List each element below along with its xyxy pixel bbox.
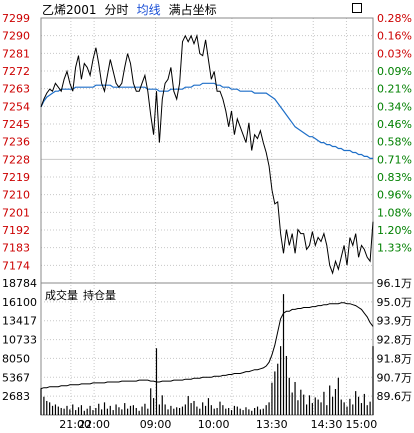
open-interest-tick-label: 91.8万: [377, 352, 413, 365]
percent-tick-label: 0.28%: [377, 12, 412, 25]
time-tick-label: 22:00: [78, 418, 110, 431]
percent-tick-label: 0.16%: [377, 30, 412, 43]
volume-tick-label: 13417: [2, 315, 37, 328]
time-tick-label: 14:30: [311, 418, 343, 431]
price-tick-label: 7272: [2, 65, 30, 78]
time-tick-label: 09:00: [140, 418, 172, 431]
price-tick-label: 7219: [2, 171, 30, 184]
volume-tick-label: 10733: [2, 334, 37, 347]
percent-tick-label: 0.34%: [377, 100, 412, 113]
chart-frame: [40, 17, 374, 416]
time-tick-label: 21:00: [59, 418, 91, 431]
average-price-line: [40, 82, 373, 159]
volume-title: 成交量: [45, 288, 78, 302]
price-tick-label: 7281: [2, 47, 30, 60]
price-tick-label: 7201: [2, 206, 30, 219]
open-interest-tick-label: 95.0万: [377, 296, 413, 309]
time-tick-label: 13:30: [256, 418, 288, 431]
settings-square-icon[interactable]: [352, 3, 362, 13]
price-tick-label: 7290: [2, 30, 30, 43]
percent-tick-label: 0.09%: [377, 65, 412, 78]
percent-tick-label: 0.96%: [377, 189, 412, 202]
open-interest-tick-label: 92.8万: [377, 334, 413, 347]
volume-tick-label: 2683: [2, 390, 30, 403]
volume-tick-label: 5367: [2, 371, 30, 384]
price-tick-label: 7174: [2, 259, 30, 272]
open-interest-tick-label: 90.7万: [377, 371, 413, 384]
open-interest-tick-label: 93.9万: [377, 315, 413, 328]
price-tick-label: 7183: [2, 242, 30, 255]
volume-tick-label: 18784: [2, 277, 37, 290]
percent-tick-label: 0.46%: [377, 118, 412, 131]
time-tick-label: 10:00: [198, 418, 230, 431]
open-interest-title: 持仓量: [83, 288, 116, 302]
volume-tick-label: 8050: [2, 352, 30, 365]
chart-header: 乙烯2001 分时 均线 满占坐标: [42, 0, 225, 18]
symbol-label: 乙烯2001: [42, 2, 97, 17]
price-tick-label: 7210: [2, 189, 30, 202]
volume-tick-label: 16100: [2, 296, 37, 309]
percent-tick-label: 0.58%: [377, 136, 412, 149]
price-tick-label: 7299: [2, 12, 30, 25]
open-interest-tick-label: 96.1万: [377, 277, 413, 290]
price-tick-label: 7228: [2, 153, 30, 166]
price-tick-label: 7263: [2, 83, 30, 96]
price-tick-label: 7254: [2, 100, 30, 113]
open-interest-line: [40, 302, 374, 390]
percent-tick-label: 0.71%: [377, 153, 412, 166]
open-interest-tick-label: 89.6万: [377, 390, 413, 403]
percent-tick-label: 1.20%: [377, 224, 412, 237]
percent-tick-label: 0.21%: [377, 83, 412, 96]
percent-tick-label: 0.83%: [377, 171, 412, 184]
time-tick-label: 15:00: [346, 418, 378, 431]
percent-tick-label: 1.08%: [377, 206, 412, 219]
price-tick-label: 7192: [2, 224, 30, 237]
percent-tick-label: 1.33%: [377, 242, 412, 255]
price-tick-label: 7245: [2, 118, 30, 131]
tab-intraday[interactable]: 分时: [104, 2, 129, 17]
percent-tick-label: 0.03%: [377, 47, 412, 60]
price-tick-label: 7236: [2, 136, 30, 149]
tab-full-coordinate[interactable]: 满占坐标: [168, 2, 217, 17]
price-line: [40, 33, 374, 275]
tab-avg-line[interactable]: 均线: [136, 2, 161, 17]
